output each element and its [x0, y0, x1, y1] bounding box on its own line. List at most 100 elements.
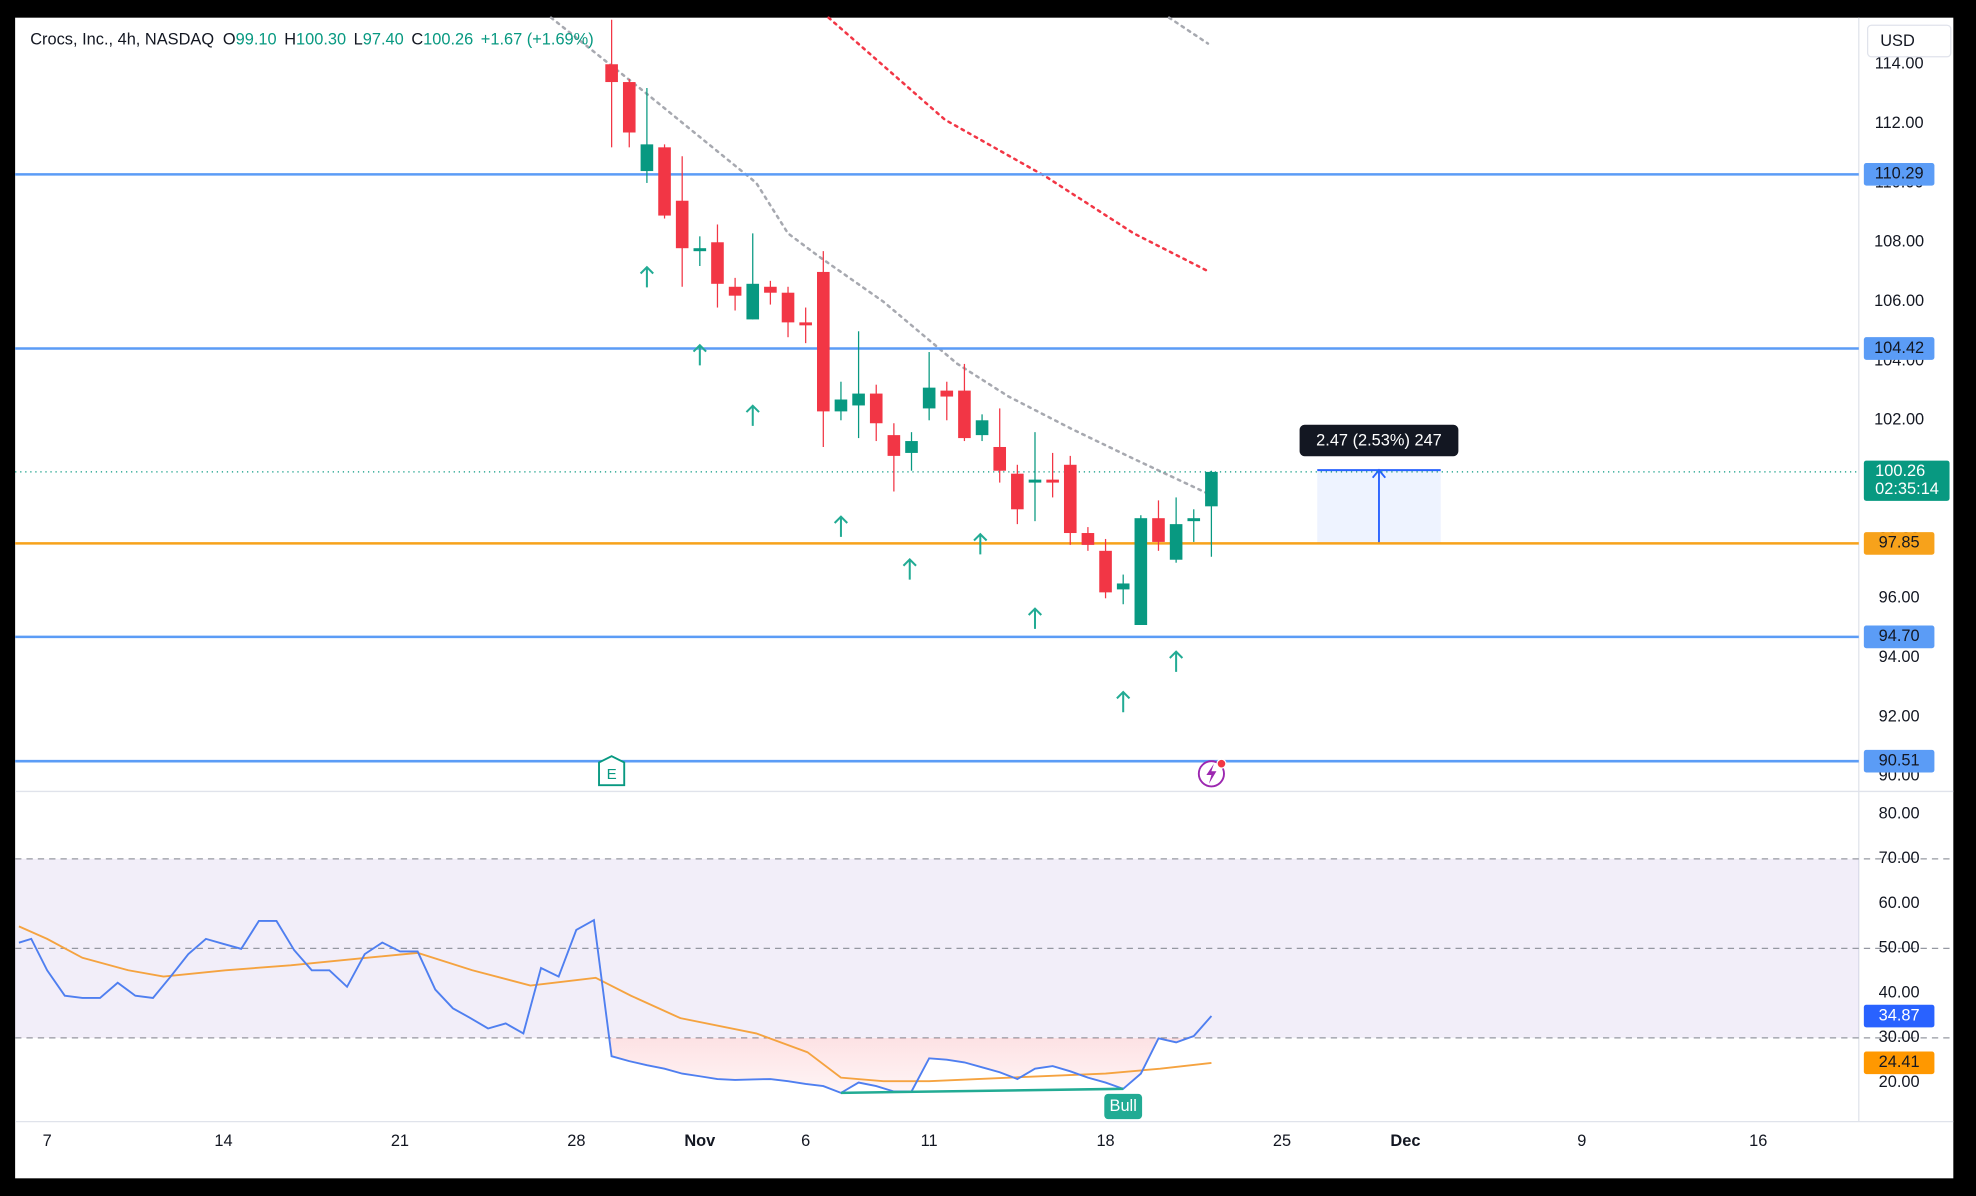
candle-body [1169, 524, 1183, 560]
legend-value: 100.26 [423, 31, 473, 49]
candle-body [764, 286, 777, 293]
divergence-label-bg [1104, 1093, 1143, 1120]
earnings-label: E [607, 766, 617, 783]
rsi-value: 34.87 [1879, 1006, 1920, 1024]
rsi-line [18, 918, 1213, 1094]
moving-average [1167, 16, 1210, 45]
legend-value: 97.40 [363, 31, 404, 49]
candle-body [605, 64, 618, 83]
x-tick-label: 6 [801, 1132, 810, 1150]
candle-body [993, 446, 1007, 471]
signal-arrow [833, 515, 848, 537]
x-tick-label: Nov [684, 1132, 716, 1150]
candle-body [1134, 518, 1148, 625]
y-tick-label: 94.00 [1879, 648, 1920, 666]
candle-body [781, 292, 795, 323]
candle-body [799, 322, 812, 326]
candle-body [746, 283, 760, 320]
symbol: Crocs, Inc., 4h, NASDAQ [30, 31, 214, 49]
last-price-label: 100.26 [1875, 462, 1925, 480]
candle-body [1187, 518, 1201, 522]
y-tick-label: 96.00 [1879, 589, 1920, 607]
x-tick-label: 18 [1096, 1132, 1114, 1150]
currency[interactable]: USD [1880, 32, 1915, 50]
candle-body [940, 390, 954, 397]
legend: Crocs, Inc., 4h, NASDAQ O99.10 H100.30 L97.… [30, 31, 593, 49]
x-tick-label: 11 [921, 1132, 938, 1150]
candle-body [1205, 471, 1218, 507]
rsi-value-bg [1863, 1004, 1935, 1028]
y-tick-label: 102.00 [1874, 411, 1924, 429]
x-tick-label: 14 [214, 1132, 232, 1150]
rsi-ma [18, 925, 1212, 1083]
legend-value: 100.30 [296, 31, 346, 49]
divergence-label: Bull [1110, 1097, 1137, 1115]
measure-label-bg [1299, 424, 1459, 457]
candle-body [1081, 533, 1095, 545]
candle-body [887, 435, 901, 456]
event-dot [1216, 758, 1227, 769]
candle-body [869, 393, 883, 424]
signal-arrow [745, 404, 760, 426]
x-tick-label: 21 [391, 1132, 409, 1150]
level-label-bg [1863, 337, 1935, 360]
candle-body [1063, 464, 1077, 534]
y-tick-label: 92.00 [1879, 707, 1920, 725]
rsi-ma-value: 24.41 [1879, 1053, 1920, 1071]
level-label-bg [1863, 532, 1935, 555]
event-bolt [1206, 763, 1217, 784]
currency-button[interactable] [1866, 24, 1952, 58]
legend-key: H [284, 31, 296, 49]
last-price-bg [1863, 460, 1950, 501]
candle-body [622, 82, 636, 133]
level-label: 110.29 [1875, 165, 1924, 183]
candle-body [1099, 550, 1112, 593]
candle-body [958, 390, 971, 439]
candle-body [693, 248, 707, 252]
signal-arrow [639, 265, 654, 288]
y-tick-label: 108.00 [1874, 233, 1924, 251]
candle-body [1011, 473, 1024, 510]
y-tick-label: 106.00 [1874, 292, 1924, 310]
candle-body [1046, 479, 1059, 483]
candle-body [640, 144, 654, 172]
candle-body [975, 420, 989, 436]
y-tick-label: 50.00 [1879, 939, 1920, 957]
oversold-fill [18, 1037, 1212, 1093]
moving-average [549, 16, 1211, 496]
x-tick-label: Dec [1390, 1132, 1420, 1150]
y-tick-label: 114.00 [1875, 55, 1924, 73]
x-tick-label: 16 [1749, 1132, 1767, 1150]
measure-arrowhead [1371, 468, 1387, 479]
x-tick-label: 25 [1273, 1132, 1291, 1150]
legend-key: O [223, 31, 236, 49]
countdown: 02:35:14 [1875, 480, 1939, 498]
y-tick-label: 30.00 [1879, 1028, 1920, 1046]
y-tick-label: 60.00 [1879, 894, 1920, 912]
level-label-bg [1863, 162, 1935, 186]
signal-arrow [1116, 690, 1131, 713]
x-tick-label: 9 [1577, 1132, 1586, 1150]
level-label: 90.51 [1879, 752, 1920, 770]
level-label: 97.85 [1879, 534, 1920, 552]
candle-body [658, 147, 671, 216]
candle-body [905, 441, 918, 453]
measure-label: 2.47 (2.53%) 247 [1316, 431, 1442, 449]
y-tick-label: 112.00 [1875, 114, 1924, 132]
level-label: 94.70 [1879, 627, 1920, 645]
rsi-ma-value-bg [1863, 1051, 1935, 1075]
signal-arrow [902, 558, 917, 580]
y-tick-label: 20.00 [1879, 1073, 1920, 1091]
x-tick-label: 28 [567, 1132, 585, 1150]
level-label: 104.42 [1874, 339, 1924, 357]
legend-key: C [411, 31, 423, 49]
x-tick-label: 7 [43, 1132, 52, 1150]
y-tick-label: 70.00 [1879, 849, 1920, 867]
candle-body [922, 387, 936, 409]
candle-body [675, 200, 689, 249]
candle-body [817, 271, 830, 412]
level-label-bg [1863, 625, 1935, 649]
legend-key: L [354, 31, 363, 49]
